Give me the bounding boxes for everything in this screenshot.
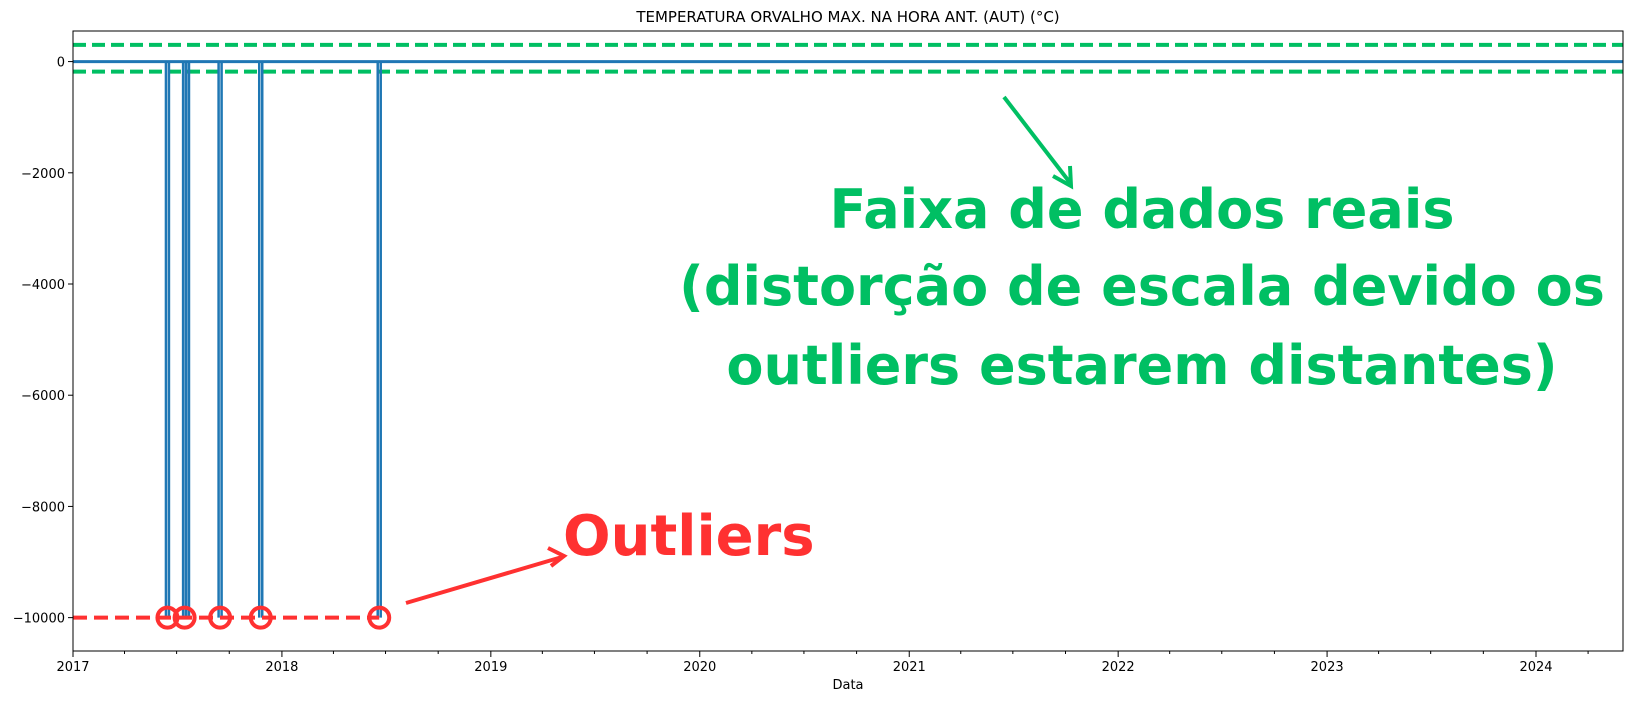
y-tick-label: −2000 bbox=[21, 167, 65, 182]
x-tick-label: 2022 bbox=[1102, 660, 1135, 675]
axes-frame bbox=[72, 30, 1624, 652]
annotation-arrow-red bbox=[405, 555, 563, 605]
x-tick-label: 2021 bbox=[893, 660, 926, 675]
annotation-arrowhead-green bbox=[1052, 165, 1074, 190]
annotation-outliers: Outliers bbox=[563, 504, 815, 569]
x-tick-label: 2017 bbox=[56, 660, 89, 675]
annotation-real-data-line-1: Faixa de dados reais bbox=[830, 178, 1455, 241]
x-tick-label: 2018 bbox=[265, 660, 298, 675]
y-tick-label: 0 bbox=[57, 56, 65, 71]
y-tick-label: −6000 bbox=[21, 389, 65, 404]
plot-area bbox=[73, 42, 1623, 630]
annotation-real-data-line-2: (distorção de escala devido os bbox=[679, 255, 1605, 318]
annotation-real-data-line-3: outliers estarem distantes) bbox=[726, 334, 1557, 397]
annotation-arrowhead-red bbox=[547, 546, 568, 568]
annotation-arrow-green bbox=[1002, 95, 1073, 186]
y-tick-label: −10000 bbox=[13, 612, 65, 627]
x-tick-label: 2019 bbox=[474, 660, 507, 675]
chart-title: TEMPERATURA ORVALHO MAX. NA HORA ANT. (A… bbox=[635, 8, 1059, 26]
y-tick-label: −4000 bbox=[21, 278, 65, 293]
outlier-marker bbox=[208, 605, 233, 630]
x-axis-label: Data bbox=[832, 678, 863, 693]
x-tick-label: 2024 bbox=[1519, 660, 1552, 675]
outlier-marker bbox=[155, 605, 180, 630]
x-tick-label: 2020 bbox=[683, 660, 716, 675]
outlier-marker bbox=[367, 605, 392, 630]
outlier-marker bbox=[172, 605, 197, 630]
outlier-marker bbox=[248, 605, 273, 630]
y-tick-label: −8000 bbox=[21, 500, 65, 515]
annotations: Faixa de dados reais (distorção de escal… bbox=[405, 95, 1605, 605]
axes: 0 −2000 −4000 −6000 −8000 −10000 2017 2018 2019 2… bbox=[13, 30, 1624, 675]
x-tick-label: 2023 bbox=[1311, 660, 1344, 675]
